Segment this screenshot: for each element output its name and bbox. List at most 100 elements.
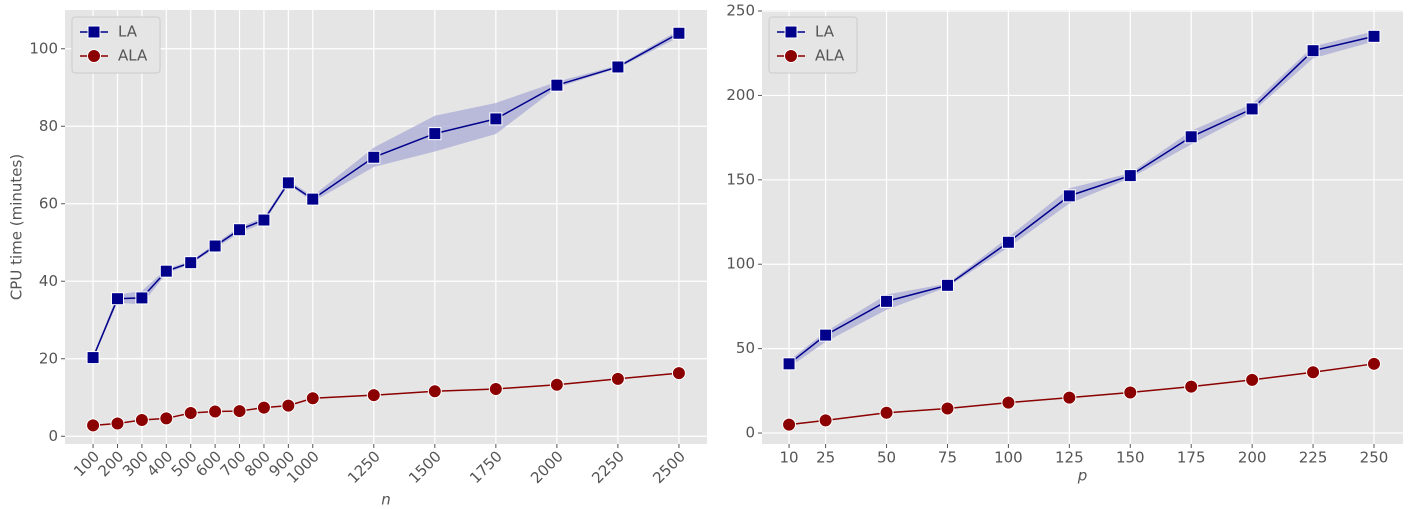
marker (134, 412, 149, 427)
marker (110, 292, 124, 306)
x-tick-label: 200 (1238, 449, 1267, 467)
x-tick-label: 175 (1177, 449, 1206, 467)
marker (550, 78, 564, 92)
marker (1123, 385, 1138, 400)
x-tick-label: 75 (938, 449, 957, 467)
y-tick-label: 80 (39, 117, 58, 135)
marker (208, 404, 223, 419)
legend-label: LA (118, 23, 138, 41)
marker (940, 401, 955, 416)
y-tick-label: 250 (726, 2, 755, 20)
marker (305, 391, 320, 406)
marker (1366, 356, 1381, 371)
marker (1001, 235, 1015, 249)
marker (1245, 372, 1260, 387)
x-tick-label: 1750 (466, 447, 506, 487)
marker (428, 127, 442, 141)
y-tick-label: 0 (745, 424, 755, 442)
marker (159, 264, 173, 278)
x-tick-label: 1500 (405, 447, 445, 487)
marker (1306, 365, 1321, 380)
x-axis-label: n (381, 491, 391, 509)
marker (610, 371, 625, 386)
y-tick-label: 100 (29, 39, 58, 57)
marker (1184, 130, 1198, 144)
marker (782, 417, 797, 432)
marker (1306, 44, 1320, 58)
y-tick-label: 20 (39, 349, 58, 367)
y-tick-label: 0 (48, 427, 58, 445)
legend-box (71, 16, 161, 74)
x-tick-label: 2250 (588, 447, 628, 487)
legend-label: ALA (815, 47, 845, 65)
marker (427, 384, 442, 399)
marker (819, 328, 833, 342)
legend-label: LA (815, 23, 835, 41)
x-tick-label: 10 (780, 449, 799, 467)
marker (1367, 29, 1381, 43)
marker (281, 398, 296, 413)
legend-marker (784, 49, 798, 63)
x-tick-label: 150 (1116, 449, 1145, 467)
x-tick-label: 225 (1299, 449, 1328, 467)
marker (1245, 102, 1259, 116)
x-tick-label: 2500 (649, 447, 689, 487)
y-tick-label: 40 (39, 272, 58, 290)
marker (782, 357, 796, 371)
x-tick-label: 1250 (344, 447, 384, 487)
x-tick-label: 25 (816, 449, 835, 467)
marker (110, 416, 125, 431)
marker (135, 291, 149, 305)
plot-area (762, 10, 1403, 444)
y-tick-label: 150 (726, 170, 755, 188)
x-tick-label: 250 (1360, 449, 1389, 467)
series-line (92, 32, 680, 358)
marker (1184, 379, 1199, 394)
marker (183, 406, 198, 420)
marker (257, 213, 271, 227)
marker (281, 176, 295, 190)
marker (671, 366, 686, 381)
marker (184, 256, 198, 270)
series-line (93, 372, 679, 427)
marker (488, 381, 503, 396)
marker (86, 351, 100, 365)
marker (549, 377, 564, 392)
marker (1062, 189, 1076, 203)
legend-marker (87, 25, 101, 39)
marker (1001, 395, 1016, 410)
marker (1123, 169, 1137, 183)
y-tick-label: 60 (39, 194, 58, 212)
marker (366, 388, 381, 403)
x-tick-label: 2000 (527, 447, 567, 487)
y-axis-label: CPU time (minutes) (8, 154, 26, 300)
marker (232, 404, 247, 419)
legend-marker (87, 49, 101, 63)
marker (1062, 390, 1077, 405)
y-tick-label: 100 (726, 255, 755, 273)
marker (818, 413, 833, 428)
marker (306, 192, 320, 206)
legend-box (768, 16, 858, 74)
x-tick-label: 125 (1055, 449, 1084, 467)
legend-label: ALA (118, 47, 148, 65)
plot-area (65, 10, 707, 444)
marker (208, 239, 222, 253)
marker (159, 411, 174, 426)
x-axis-label: p (1077, 467, 1088, 485)
marker (880, 294, 894, 308)
marker (672, 26, 686, 40)
x-tick-label: 100 (994, 449, 1023, 467)
marker (879, 405, 894, 420)
legend-marker (784, 25, 798, 39)
y-tick-label: 200 (726, 86, 755, 104)
marker (256, 400, 271, 415)
marker (86, 418, 101, 433)
marker (489, 112, 503, 126)
marker (940, 278, 954, 292)
confidence-band (789, 31, 1374, 368)
x-tick-label: 50 (877, 449, 896, 467)
marker (367, 150, 381, 164)
y-tick-label: 50 (736, 339, 755, 357)
